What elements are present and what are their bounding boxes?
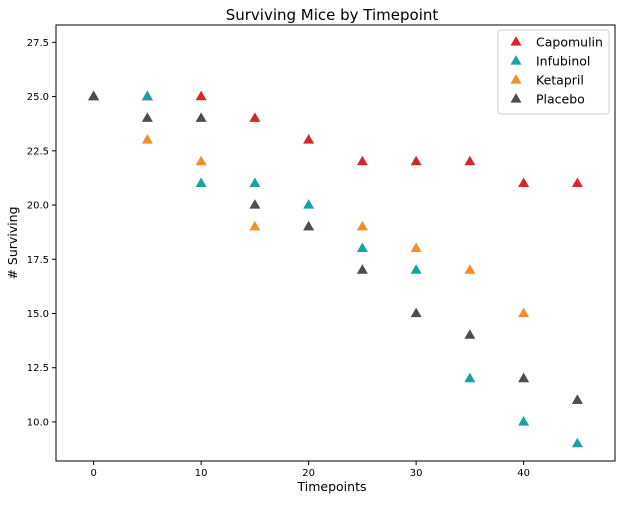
y-tick-label: 12.5 [27,363,49,374]
x-tick-label: 10 [195,468,208,479]
data-point-capomulin [356,155,368,166]
data-point-placebo [356,264,368,274]
data-point-placebo [249,199,261,209]
x-tick-label: 40 [517,468,530,479]
series-infubinol [88,90,583,448]
legend-label-capomulin: Capomulin [536,35,603,50]
data-point-infubinol [303,199,315,209]
data-point-placebo [464,329,476,339]
y-tick-label: 17.5 [27,255,49,266]
data-point-placebo [518,372,530,383]
y-tick-label: 25.0 [27,92,49,103]
data-point-infubinol [410,264,422,274]
data-point-infubinol [195,177,207,187]
y-tick-label: 27.5 [27,38,49,49]
data-point-infubinol [356,242,368,253]
legend-marker-infubinol [510,55,522,65]
y-axis: 10.0 12.5 15.0 17.5 20.0 22.5 25.0 27.5 [27,38,56,428]
data-points [88,90,583,448]
legend-marker-ketapril [510,74,522,84]
legend-label-infubinol: Infubinol [536,54,590,69]
data-point-placebo [88,90,100,101]
data-point-ketapril [141,134,153,144]
data-point-ketapril [464,264,476,274]
legend-label-placebo: Placebo [536,92,585,107]
legend-label-ketapril: Ketapril [536,73,584,88]
data-point-capomulin [195,90,207,101]
data-point-ketapril [356,220,368,231]
y-tick-label: 20.0 [27,201,49,212]
y-tick-label: 15.0 [27,309,49,320]
y-tick-label: 22.5 [27,146,49,157]
data-point-capomulin [303,134,315,144]
legend: Capomulin Infubinol Ketapril Placebo [497,29,610,115]
chart-title: Surviving Mice by Timepoint [226,6,439,24]
x-tick-label: 0 [90,468,96,479]
data-point-ketapril [518,307,530,318]
data-point-capomulin [249,112,261,122]
legend-box [497,29,610,115]
data-point-capomulin [464,155,476,166]
data-point-placebo [410,307,422,318]
y-tick-label: 10.0 [27,417,49,428]
data-point-infubinol [249,177,261,187]
data-point-capomulin [571,177,583,187]
data-point-placebo [141,112,153,122]
data-point-ketapril [195,155,207,166]
data-point-capomulin [410,155,422,166]
data-point-placebo [571,394,583,404]
legend-marker-capomulin [510,36,522,46]
y-axis-label: # Surviving [5,206,20,279]
series-placebo [88,90,583,404]
data-point-placebo [303,220,315,231]
x-tick-label: 30 [410,468,423,479]
data-point-infubinol [141,90,153,101]
data-point-infubinol [464,372,476,383]
data-point-infubinol [571,437,583,448]
data-point-ketapril [410,242,422,253]
data-point-placebo [195,112,207,122]
x-tick-label: 20 [302,468,315,479]
x-axis-label: Timepoints [297,479,367,494]
data-point-ketapril [249,220,261,231]
data-point-infubinol [518,416,530,426]
x-axis: 0 10 20 30 40 [90,461,530,479]
legend-marker-placebo [510,93,522,103]
data-point-capomulin [518,177,530,187]
